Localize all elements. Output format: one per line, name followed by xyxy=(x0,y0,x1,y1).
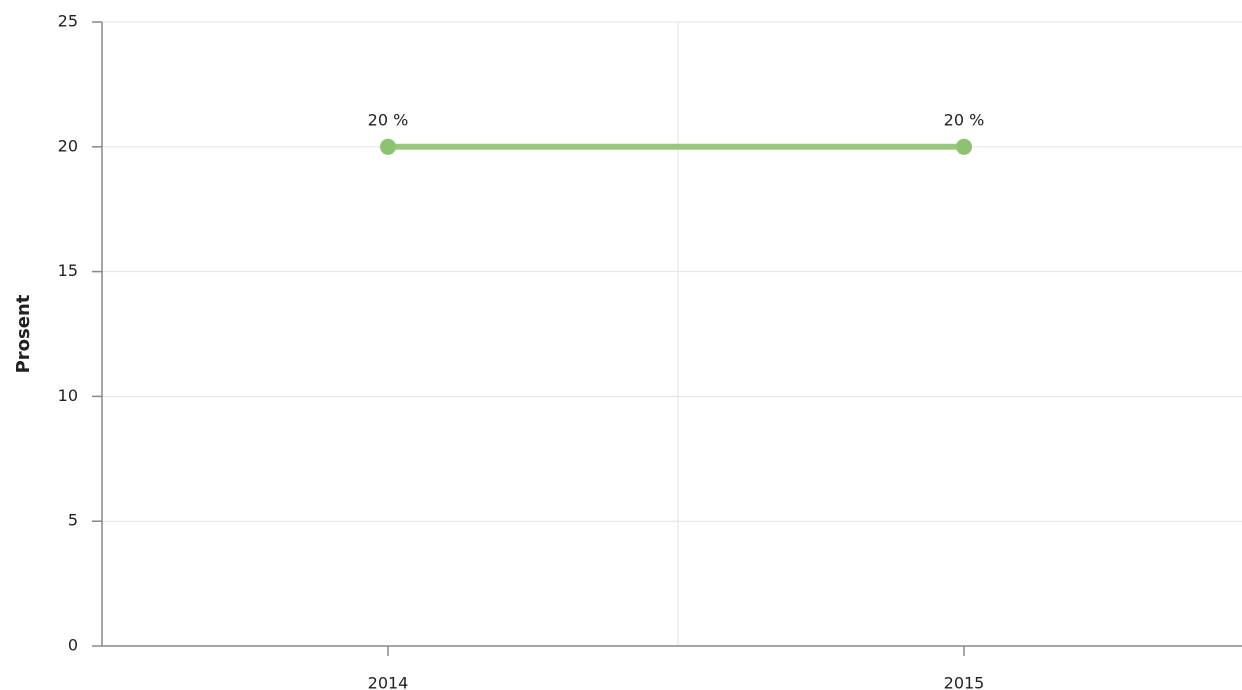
x-tick-label: 2015 xyxy=(944,674,985,690)
data-label: 20 % xyxy=(944,110,985,129)
y-tick-label: 20 xyxy=(58,136,78,155)
point xyxy=(956,138,972,155)
y-tick-label: 25 xyxy=(58,12,78,31)
y-tick-label: 10 xyxy=(58,386,78,405)
y-tick-label: 0 xyxy=(68,636,78,655)
point xyxy=(380,138,396,155)
y-tick-label: 5 xyxy=(68,511,78,530)
y-tick-label: 15 xyxy=(58,261,78,280)
x-tick-label: 2014 xyxy=(368,674,409,690)
data-label: 20 % xyxy=(368,110,409,129)
y-axis-label: Prosent xyxy=(13,294,34,373)
